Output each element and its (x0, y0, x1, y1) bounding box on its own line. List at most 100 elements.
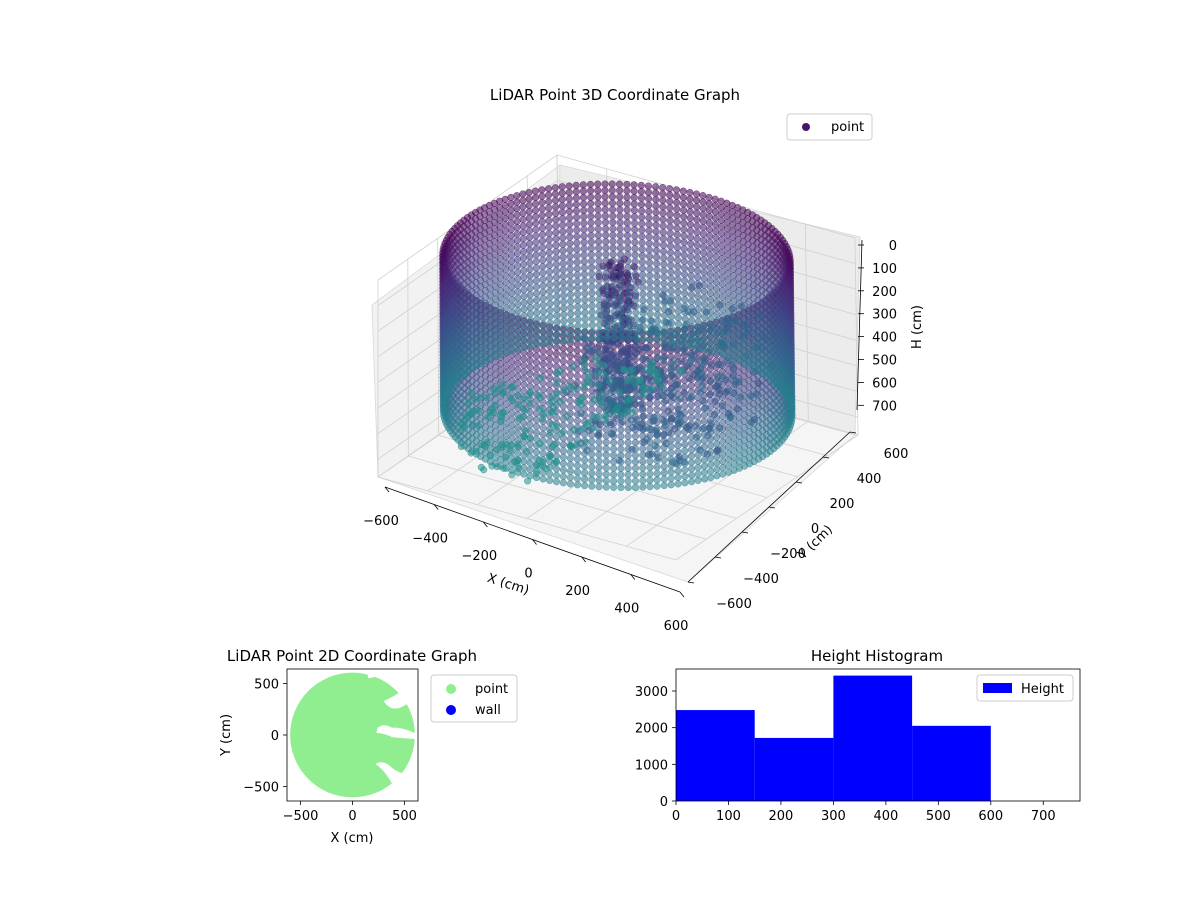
data-point (566, 397, 574, 405)
data-point (618, 334, 626, 342)
x-tick-label: 200 (565, 584, 590, 599)
data-point (687, 414, 695, 422)
data-point (617, 471, 625, 479)
data-point (567, 323, 575, 331)
data-point (552, 356, 561, 364)
data-point (546, 355, 554, 363)
data-point (644, 450, 652, 459)
data-point (681, 466, 689, 474)
data-point (573, 474, 582, 482)
x-tick-label: 0 (672, 809, 680, 824)
data-point (557, 429, 565, 437)
data-point (580, 238, 588, 246)
data-point (639, 335, 648, 343)
data-point (587, 251, 595, 259)
data-point (526, 265, 534, 273)
data-point (581, 283, 589, 291)
data-point (747, 392, 755, 400)
x-axis-label-2d: X (cm) (331, 831, 374, 846)
data-point (701, 326, 709, 334)
data-point (639, 277, 647, 285)
legend-2d-marker-wall (446, 705, 456, 715)
y-tick-label: −600 (716, 597, 752, 612)
data-point (660, 292, 668, 300)
data-point (559, 279, 567, 287)
data-point (508, 308, 516, 317)
data-point (594, 238, 603, 246)
data-point (653, 476, 661, 484)
data-point (687, 401, 695, 409)
data-point (596, 327, 604, 335)
data-point (508, 321, 516, 329)
data-point (667, 414, 676, 422)
data-point (612, 414, 621, 423)
data-point (526, 233, 534, 241)
data-point (674, 282, 682, 290)
data-point (718, 236, 726, 244)
data-point (532, 245, 540, 253)
data-point (609, 231, 617, 239)
data-point (546, 332, 554, 340)
data-point (602, 445, 610, 453)
data-point (615, 180, 624, 188)
data-point (675, 326, 683, 335)
data-point (574, 335, 582, 343)
data-point (539, 288, 547, 296)
data-point (646, 303, 654, 312)
data-point (624, 439, 632, 447)
data-point (693, 254, 701, 262)
data-point (560, 386, 568, 394)
data-point (520, 387, 528, 395)
data-point (580, 270, 589, 278)
data-point (659, 190, 667, 198)
y-tick-label: 0 (811, 522, 819, 537)
data-point (719, 331, 727, 340)
data-point (588, 283, 596, 291)
data-point (594, 218, 602, 227)
data-point (508, 270, 516, 278)
data-point (646, 463, 654, 472)
z-tick-label: 200 (872, 285, 897, 300)
data-point (559, 221, 567, 229)
data-point (706, 225, 714, 233)
data-point (630, 194, 638, 202)
data-point (701, 357, 709, 365)
data-point (587, 187, 595, 195)
data-point (694, 267, 702, 275)
data-point (474, 422, 482, 430)
data-point (644, 188, 653, 196)
data-point (660, 481, 668, 490)
point-series-area (290, 669, 418, 798)
data-point (553, 369, 561, 377)
data-point (699, 211, 707, 219)
data-point (625, 315, 633, 323)
data-point (625, 334, 633, 342)
data-point (514, 313, 522, 321)
data-point (686, 214, 694, 222)
chart-2d-title: LiDAR Point 2D Coordinate Graph (227, 647, 477, 665)
data-point (718, 267, 726, 276)
data-point (558, 189, 566, 197)
data-point (588, 315, 596, 323)
data-point (610, 451, 618, 459)
data-point (545, 223, 553, 231)
data-point (687, 439, 696, 447)
data-point (513, 198, 521, 206)
data-point (609, 269, 618, 278)
data-point (525, 208, 533, 216)
data-point (588, 476, 596, 484)
data-point (713, 465, 721, 473)
data-point (660, 286, 668, 294)
data-point (666, 210, 674, 218)
data-point (573, 264, 581, 273)
data-point (498, 409, 506, 417)
x-tick-label: 600 (664, 619, 689, 634)
data-point (507, 219, 515, 227)
data-point (687, 284, 695, 292)
data-point (713, 349, 722, 357)
data-point (559, 466, 567, 474)
histogram-bar (676, 710, 755, 801)
data-point (653, 253, 661, 261)
data-point (671, 425, 679, 433)
data-point (639, 309, 647, 317)
